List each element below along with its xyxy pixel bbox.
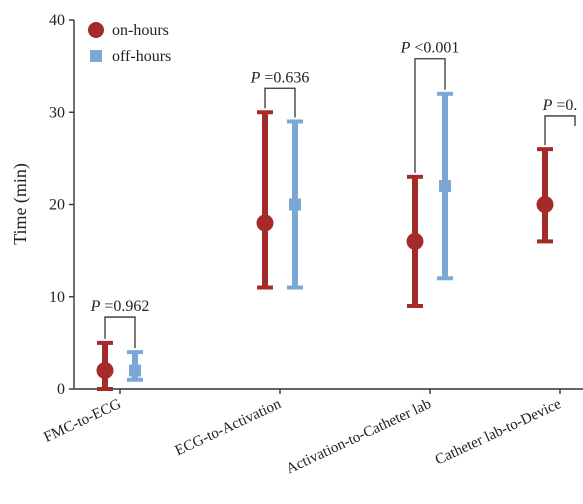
chart-marks: [96, 91, 554, 391]
y-tick-label: 30: [49, 104, 65, 121]
median-point: [289, 198, 301, 211]
legend-marker: [88, 22, 104, 38]
y-tick-label: 40: [49, 12, 65, 29]
y-tick-label: 20: [49, 197, 65, 214]
p-value-text: =0.962: [100, 298, 149, 315]
p-symbol: P: [250, 69, 261, 86]
p-value-text: =0.: [552, 97, 577, 114]
median-point: [129, 364, 141, 377]
legend: on-hours off-hours: [88, 22, 171, 65]
median-point: [96, 362, 114, 380]
median-point: [439, 180, 451, 193]
x-tick-label: Activation-to-Catheter lab: [284, 396, 434, 477]
legend-label: on-hours: [112, 22, 169, 39]
p-symbol: P: [400, 40, 411, 57]
median-point: [406, 232, 424, 250]
p-symbol: P: [542, 97, 553, 114]
p-value-bracket: [414, 58, 446, 173]
p-symbol: P: [90, 298, 101, 315]
axes: 0 10 20 30 40 FMC-to-ECG ECG-to-Activation Acti…: [41, 12, 583, 477]
p-value-text: =0.636: [260, 69, 309, 86]
median-point: [256, 214, 274, 232]
y-tick-label: 0: [57, 381, 65, 398]
p-value-bracket: [544, 115, 576, 146]
p-value-bracket: [264, 87, 296, 118]
p-value-label: P =0.636: [250, 69, 310, 86]
y-axis-label: Time (min): [10, 163, 31, 245]
x-tick-label: ECG-to-Activation: [173, 396, 284, 459]
x-tick-label: Catheter lab-to-Device: [433, 396, 564, 469]
legend-label: off-hours: [112, 48, 171, 65]
p-value-bracket: [104, 316, 136, 349]
median-point: [536, 196, 554, 213]
x-tick-label: FMC-to-ECG: [41, 396, 123, 446]
y-tick-label: 10: [49, 289, 65, 306]
legend-marker: [90, 50, 102, 62]
p-value-label: P =0.962: [90, 298, 150, 315]
p-value-label: P <0.001: [400, 40, 460, 57]
p-value-text: <0.001: [410, 40, 459, 57]
p-value-label: P =0.: [542, 97, 578, 114]
